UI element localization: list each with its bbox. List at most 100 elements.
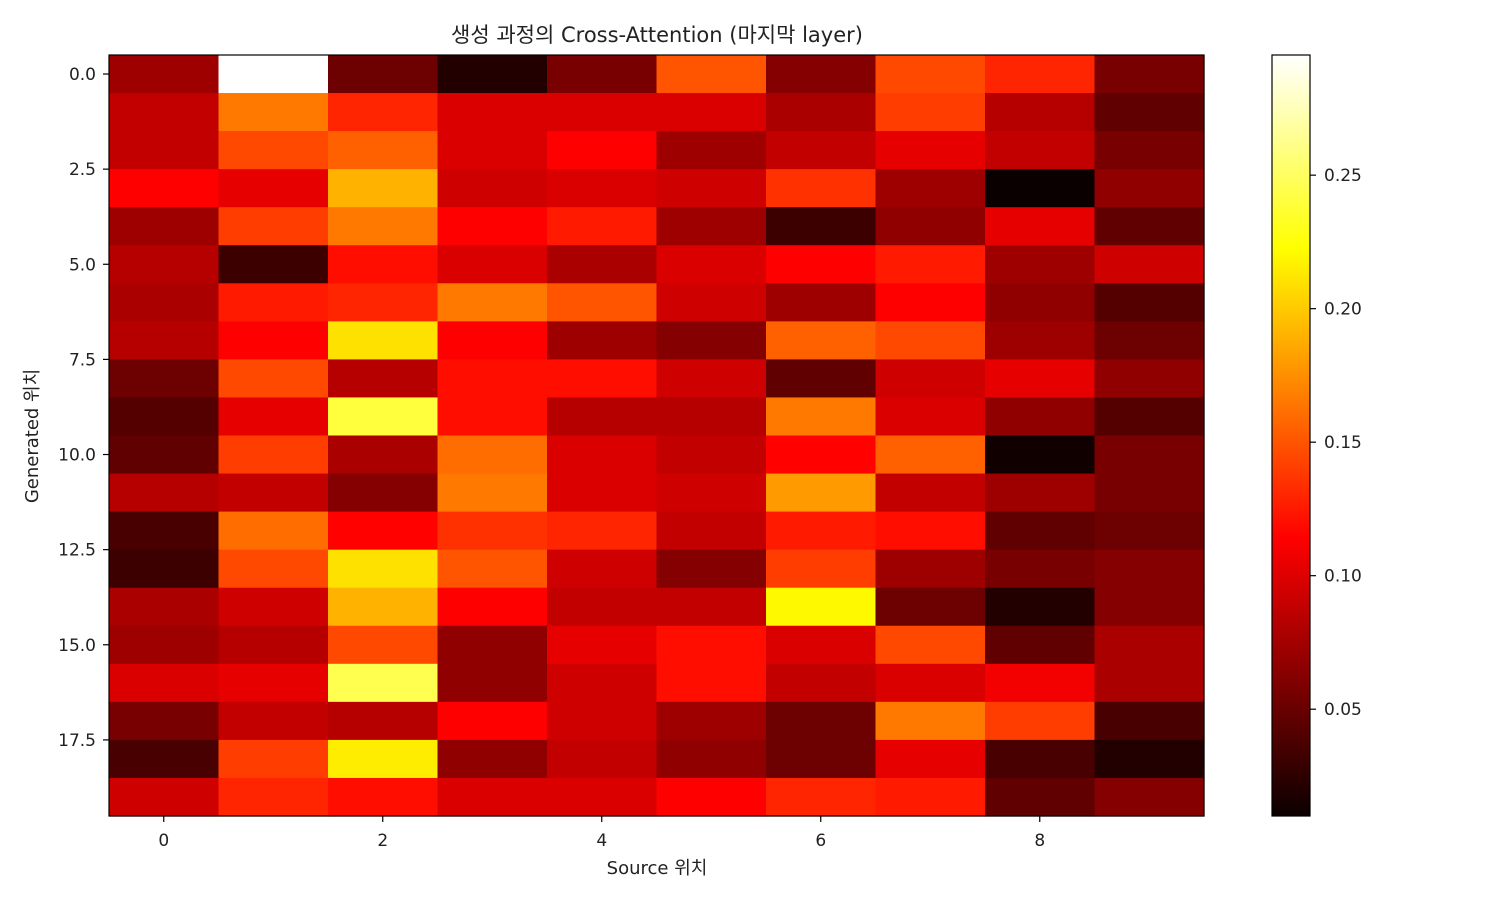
heatmap-cell (328, 321, 439, 360)
heatmap-cell (875, 663, 986, 703)
heatmap-cell (985, 245, 1096, 284)
heatmap-cell (437, 283, 548, 322)
heatmap-cell (766, 625, 877, 665)
heatmap-cell (1094, 701, 1205, 741)
heatmap-cell (875, 549, 986, 589)
heatmap-cell (109, 245, 220, 284)
heatmap-cell (328, 283, 439, 322)
heatmap-cell (328, 245, 439, 284)
heatmap-cell (766, 701, 877, 741)
heatmap-cell (218, 321, 329, 360)
heatmap-cell (656, 93, 767, 132)
heatmap-cell (656, 131, 767, 170)
heatmap-cell (437, 245, 548, 284)
heatmap-cell (985, 435, 1096, 475)
heatmap-cell (1094, 55, 1205, 94)
heatmap-cell (218, 549, 329, 589)
heatmap-cell (875, 321, 986, 360)
heatmap-cell (328, 511, 439, 551)
heatmap-cell (328, 777, 439, 817)
heatmap-cell (1094, 587, 1205, 627)
heatmap-cell (875, 131, 986, 170)
heatmap-cell (218, 131, 329, 170)
heatmap-cell (656, 435, 767, 475)
heatmap-cell (218, 55, 329, 94)
heatmap-cell (437, 131, 548, 170)
heatmap-cell (1094, 511, 1205, 551)
heatmap-cell (985, 55, 1096, 94)
heatmap-cell (547, 55, 658, 94)
heatmap-cell (109, 511, 220, 551)
heatmap-cell (437, 549, 548, 589)
heatmap-cell (766, 777, 877, 817)
heatmap-cell (109, 435, 220, 475)
heatmap-cell (766, 207, 877, 246)
heatmap-cell (547, 207, 658, 246)
heatmap-cell (437, 93, 548, 132)
heatmap-cell (875, 625, 986, 665)
heatmap-cell (1094, 321, 1205, 360)
heatmap-cell (656, 701, 767, 741)
heatmap-cell (1094, 777, 1205, 817)
heatmap-cell (656, 663, 767, 703)
heatmap-cell (218, 245, 329, 284)
heatmap-cell (218, 511, 329, 551)
heatmap-cell (766, 549, 877, 589)
heatmap-cell (875, 739, 986, 779)
heatmap-cell (218, 283, 329, 322)
heatmap-cell (328, 663, 439, 703)
heatmap-cell (109, 625, 220, 665)
heatmap-cell (547, 245, 658, 284)
heatmap-cell (985, 739, 1096, 779)
heatmap-cell (766, 131, 877, 170)
heatmap-cell (109, 321, 220, 360)
heatmap-cell (218, 93, 329, 132)
x-tick-label: 8 (1034, 831, 1045, 851)
heatmap-cell (109, 93, 220, 132)
heatmap-cell (766, 321, 877, 360)
heatmap-cell (547, 283, 658, 322)
heatmap-cell (218, 473, 329, 513)
heatmap-cell (985, 93, 1096, 132)
heatmap-cell (109, 397, 220, 437)
heatmap-cell (547, 663, 658, 703)
heatmap-cell (437, 511, 548, 551)
heatmap-cell (547, 321, 658, 360)
heatmap-cell (1094, 549, 1205, 589)
heatmap-cell (547, 739, 658, 779)
heatmap-cell (656, 321, 767, 360)
heatmap-cell (109, 663, 220, 703)
heatmap-cell (766, 169, 877, 208)
heatmap-cell (109, 207, 220, 246)
colorbar (1271, 54, 1311, 817)
heatmap-cell (547, 93, 658, 132)
heatmap-cell (985, 397, 1096, 437)
heatmap-cell (875, 511, 986, 551)
heatmap-cell (985, 131, 1096, 170)
heatmap-cell (875, 245, 986, 284)
heatmap-cell (328, 549, 439, 589)
heatmap-cell (437, 701, 548, 741)
heatmap-cell (1094, 245, 1205, 284)
heatmap-cell (218, 739, 329, 779)
y-tick-label: 12.5 (58, 541, 96, 561)
heatmap-cell (875, 435, 986, 475)
heatmap-cell (766, 93, 877, 132)
heatmap-cell (547, 587, 658, 627)
heatmap-cell (437, 169, 548, 208)
y-tick-label: 15.0 (58, 636, 96, 656)
heatmap-cell (328, 739, 439, 779)
heatmap-cell (109, 169, 220, 208)
heatmap-cell (109, 131, 220, 170)
x-axis-label: Source 위치 (607, 858, 708, 879)
heatmap-cell (437, 473, 548, 513)
heatmap-cell (1094, 93, 1205, 132)
heatmap-cell (437, 359, 548, 399)
heatmap-cell (328, 587, 439, 627)
heatmap-cell (328, 131, 439, 170)
heatmap-cell (1094, 169, 1205, 208)
heatmap-cell (656, 55, 767, 94)
heatmap-cell (766, 511, 877, 551)
